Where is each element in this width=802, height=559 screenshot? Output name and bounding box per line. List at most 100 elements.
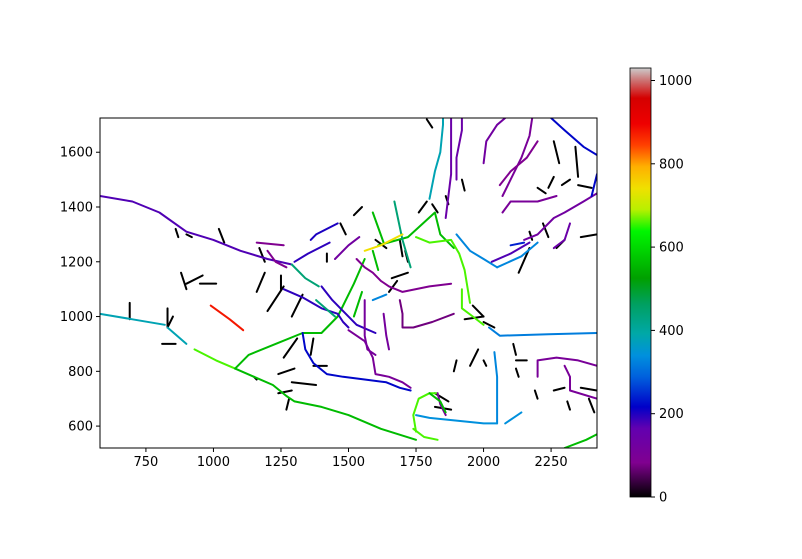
network-segment-24 bbox=[455, 233, 499, 269]
short-segment-39 bbox=[482, 359, 488, 367]
network-segment-37 bbox=[590, 173, 597, 197]
short-segment-32 bbox=[425, 118, 434, 129]
network-segment-9 bbox=[371, 211, 385, 244]
plot-area bbox=[100, 118, 597, 448]
y-tick-label-0: 600 bbox=[68, 420, 93, 435]
colorbar-axis: 0 200 400 600 800 1000 bbox=[651, 74, 692, 506]
short-segment-4 bbox=[185, 274, 204, 285]
network-segment-26 bbox=[509, 241, 526, 247]
network-segment-46 bbox=[412, 392, 439, 433]
network-segment-31 bbox=[501, 118, 534, 197]
short-segment-6 bbox=[180, 271, 188, 291]
short-segment-11 bbox=[258, 247, 266, 263]
network-segment-38 bbox=[490, 241, 531, 263]
colorbar-tick-label-4: 800 bbox=[659, 157, 684, 172]
network-segment-55 bbox=[315, 299, 336, 318]
short-segment-16 bbox=[309, 337, 315, 356]
network-segment-18 bbox=[301, 332, 412, 392]
network-segment-29 bbox=[444, 118, 453, 219]
short-segment-55 bbox=[552, 386, 566, 392]
short-segment-50 bbox=[574, 145, 580, 178]
x-tick-label-6: 2250 bbox=[535, 455, 568, 470]
network-segment-20 bbox=[382, 312, 390, 351]
short-segment-51 bbox=[577, 184, 593, 189]
short-segment-54 bbox=[533, 389, 539, 400]
network-segment-42 bbox=[504, 411, 523, 425]
network-segment-40 bbox=[493, 351, 499, 425]
colorbar bbox=[630, 68, 651, 497]
short-segment-48 bbox=[547, 175, 555, 189]
network-segment-10 bbox=[393, 200, 412, 269]
network-segment-8 bbox=[377, 211, 455, 250]
network-segment-22 bbox=[415, 236, 471, 304]
short-segment-25 bbox=[352, 206, 364, 217]
short-segment-53 bbox=[579, 233, 597, 239]
short-segment-21 bbox=[277, 367, 296, 376]
network-segment-2 bbox=[166, 326, 188, 345]
short-segment-47 bbox=[536, 186, 547, 195]
network-segment-52 bbox=[352, 290, 363, 318]
network-segment-54 bbox=[334, 236, 361, 260]
network-segment-5 bbox=[234, 258, 366, 370]
network-segment-28 bbox=[455, 118, 463, 181]
network-segment-27 bbox=[428, 118, 444, 200]
network-segment-15 bbox=[320, 285, 377, 334]
x-tick-label-0: 750 bbox=[134, 455, 159, 470]
network-segment-43 bbox=[536, 356, 597, 378]
y-tick-label-3: 1200 bbox=[60, 255, 93, 270]
short-segment-49 bbox=[560, 178, 571, 187]
short-segment-7 bbox=[217, 227, 226, 244]
network-segment-0 bbox=[100, 195, 293, 266]
network-segment-3 bbox=[193, 348, 237, 370]
short-segment-56 bbox=[566, 400, 571, 411]
short-segment-27 bbox=[398, 238, 404, 258]
network-segment-13 bbox=[363, 233, 404, 252]
network-segment-11 bbox=[290, 263, 320, 288]
short-segment-20 bbox=[285, 397, 291, 411]
network-segment-23 bbox=[460, 288, 485, 326]
colorbar-tick-label-3: 600 bbox=[659, 241, 684, 256]
short-segment-24 bbox=[339, 222, 347, 236]
network-segment-53 bbox=[266, 249, 288, 269]
network-segment-49 bbox=[428, 392, 447, 414]
short-segment-38 bbox=[469, 348, 480, 367]
network-segment-7 bbox=[371, 249, 380, 271]
short-segment-45 bbox=[541, 222, 550, 239]
short-segment-14 bbox=[290, 293, 304, 318]
short-segment-30 bbox=[388, 279, 399, 293]
network-segment-56 bbox=[371, 293, 388, 302]
network-segment-45 bbox=[563, 433, 597, 448]
network-segment-21 bbox=[398, 299, 455, 329]
short-segment-35 bbox=[471, 304, 485, 318]
network-segment-12 bbox=[293, 241, 331, 263]
short-segment-8 bbox=[174, 227, 180, 239]
short-segment-9 bbox=[185, 233, 193, 239]
short-segments-layer bbox=[128, 118, 597, 414]
short-segment-37 bbox=[452, 359, 458, 373]
short-segment-2 bbox=[166, 315, 174, 329]
network-segment-4 bbox=[209, 304, 245, 332]
network-segment-41 bbox=[415, 414, 499, 425]
network-segment-6 bbox=[234, 367, 417, 441]
network-segment-14 bbox=[355, 258, 453, 293]
network-segment-33 bbox=[501, 195, 558, 214]
colorbar-tick-label-0: 0 bbox=[659, 491, 667, 506]
y-tick-label-4: 1400 bbox=[60, 201, 93, 216]
short-segment-33 bbox=[460, 178, 466, 192]
network-segment-36 bbox=[550, 118, 597, 156]
x-tick-label-3: 1500 bbox=[332, 455, 365, 470]
short-segment-29 bbox=[390, 271, 409, 280]
x-tick-label-1: 1000 bbox=[197, 455, 230, 470]
network-segment-47 bbox=[412, 427, 439, 441]
short-segment-58 bbox=[587, 397, 596, 414]
short-segment-13 bbox=[266, 285, 285, 313]
network-segment-48 bbox=[436, 392, 447, 417]
short-segment-18 bbox=[290, 381, 318, 387]
x-tick-label-4: 1750 bbox=[399, 455, 432, 470]
short-segment-62 bbox=[431, 203, 439, 214]
y-tick-label-5: 1600 bbox=[60, 146, 93, 161]
short-segment-15 bbox=[282, 337, 299, 359]
short-segment-10 bbox=[255, 271, 266, 293]
y-tick-label-1: 800 bbox=[68, 365, 93, 380]
